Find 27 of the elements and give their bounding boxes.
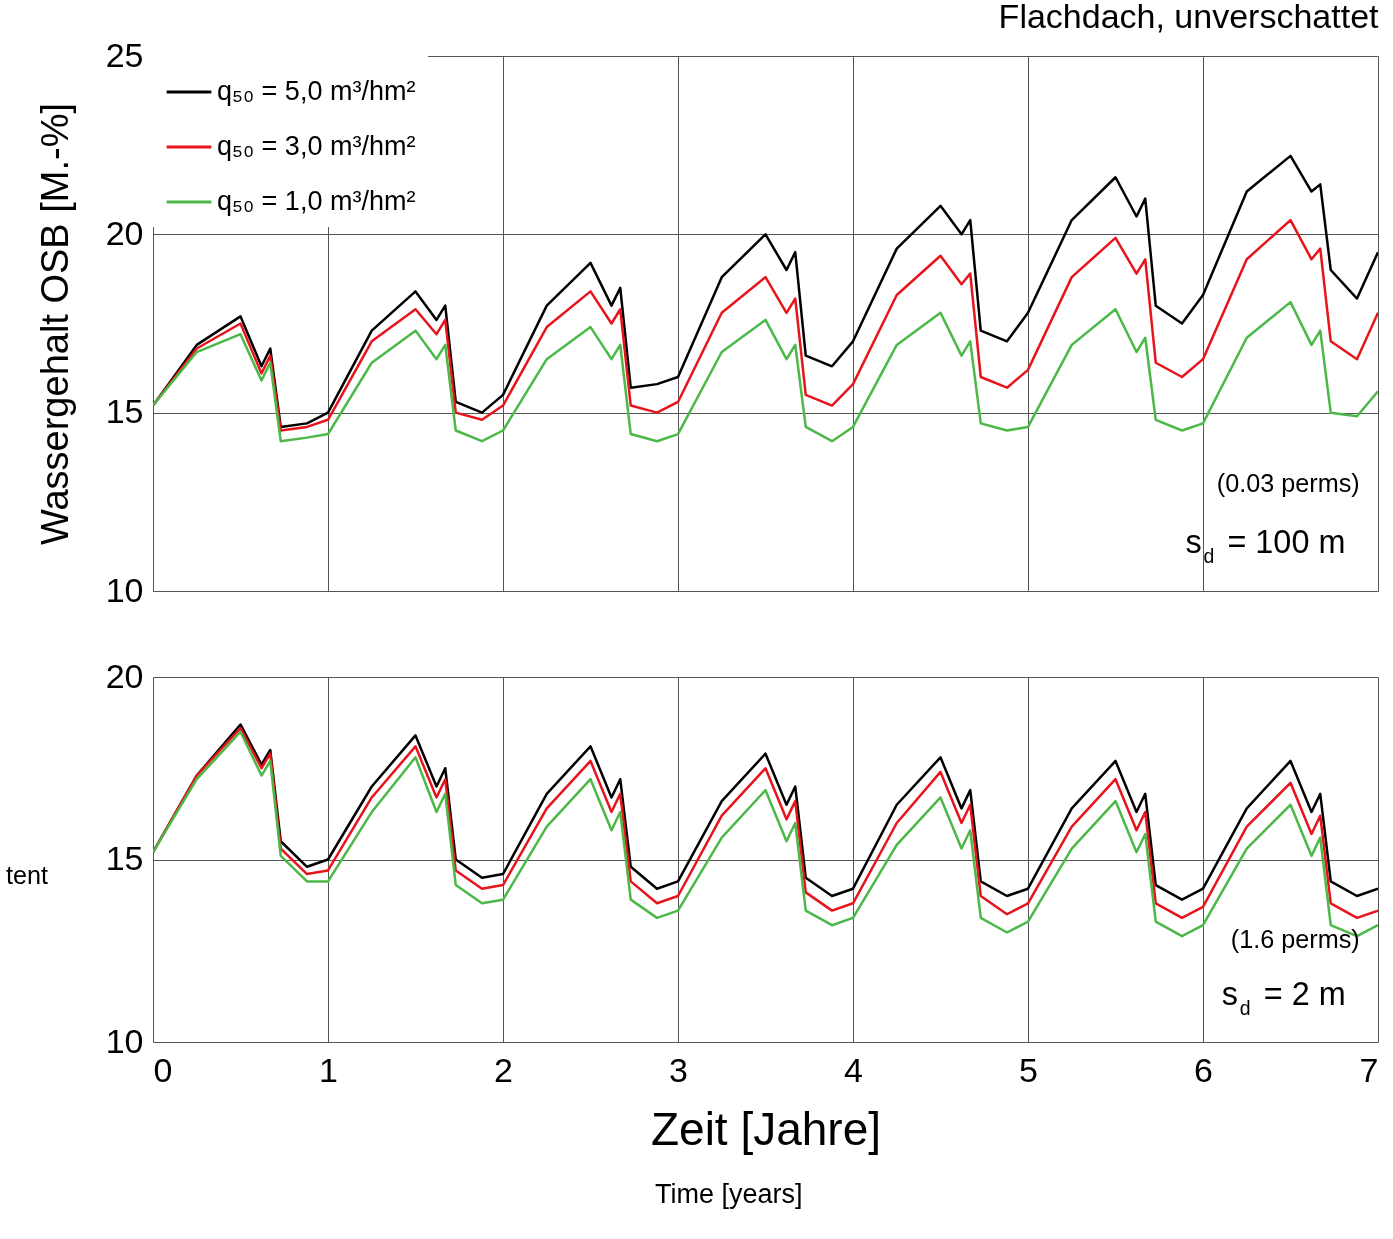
annotation: (1.6 perms) [1230,924,1360,953]
y-tick-label: 15 [105,392,144,431]
text: Time [years] [654,1179,803,1210]
y-axis-title: Wassergehalt OSB [M.-%] [33,102,76,546]
annotation: (0.03 perms) [1216,469,1360,497]
y-tick-label: 25 [105,35,144,74]
line-series [153,300,1378,443]
x-tick-label: 0 [153,1050,173,1089]
legend-label: q₅₀ = 5,0 m³/hm² [217,76,416,106]
x-tick-label: 1 [319,1050,338,1089]
y-tick-label: 15 [105,839,144,877]
text: tent [6,860,49,889]
x-axis-title: Zeit [Jahre] [650,1102,882,1155]
x-tick-label: 4 [844,1050,863,1089]
legend-label: q₅₀ = 3,0 m³/hm² [217,131,416,161]
y-tick-label: 20 [105,656,144,695]
y-tick-label: 10 [105,570,144,609]
y-tick-label: 20 [105,213,144,252]
x-tick-label: 6 [1194,1050,1213,1089]
y-tick-label: 10 [105,1021,144,1060]
legend-label: q₅₀ = 1,0 m³/hm² [217,186,416,216]
x-tick-label: 2 [494,1050,513,1089]
x-tick-label: 3 [669,1050,688,1089]
line-series [153,218,1378,432]
x-tick-label: 5 [1019,1050,1038,1089]
chart-title: Flachdach, unverschattet [998,0,1380,35]
x-tick-label: 7 [1359,1050,1379,1089]
